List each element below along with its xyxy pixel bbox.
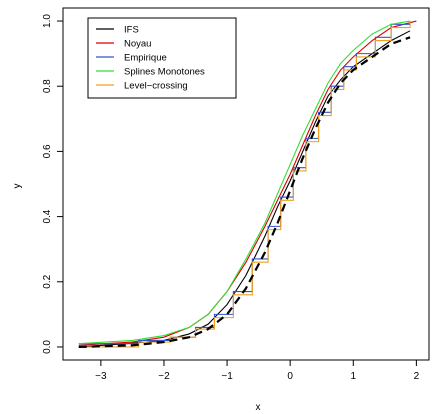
y-tick-label: 0.6 — [42, 144, 53, 158]
x-tick-label: −3 — [95, 371, 107, 382]
y-tick-label: 0.2 — [42, 274, 53, 288]
plot-frame — [62, 7, 430, 361]
y-axis: 0.0 0.2 0.4 0.6 0.8 1.0 — [42, 14, 63, 354]
legend-label: Splines Monotones — [124, 67, 205, 78]
x-tick-label: 1 — [350, 371, 356, 382]
plot-area — [62, 7, 430, 361]
x-tick-label: −1 — [221, 371, 233, 382]
y-tick-label: 0.0 — [42, 340, 53, 354]
x-axis-title: x — [256, 402, 261, 413]
legend-label: IFS — [124, 25, 139, 36]
x-tick-label: 2 — [414, 371, 420, 382]
series-line-level-crossing — [78, 21, 411, 348]
y-tick-label: 0.4 — [42, 209, 53, 223]
y-axis-title: y — [12, 184, 23, 189]
y-tick-label: 1.0 — [42, 14, 53, 28]
legend: IFS Noyau Empirique Splines Monotones Level−… — [87, 17, 237, 99]
legend-label: Noyau — [124, 39, 151, 50]
series-line-splines-monotones — [78, 20, 411, 345]
legend-label: Level−crossing — [124, 81, 188, 92]
x-tick-label: 0 — [287, 371, 293, 382]
series-line-dashed-reference — [78, 36, 411, 349]
legend-label: Empirique — [124, 53, 167, 64]
y-tick-label: 0.8 — [42, 79, 53, 93]
x-axis: −3 −2 −1 0 1 2 — [95, 360, 420, 382]
x-tick-label: −2 — [158, 371, 170, 382]
